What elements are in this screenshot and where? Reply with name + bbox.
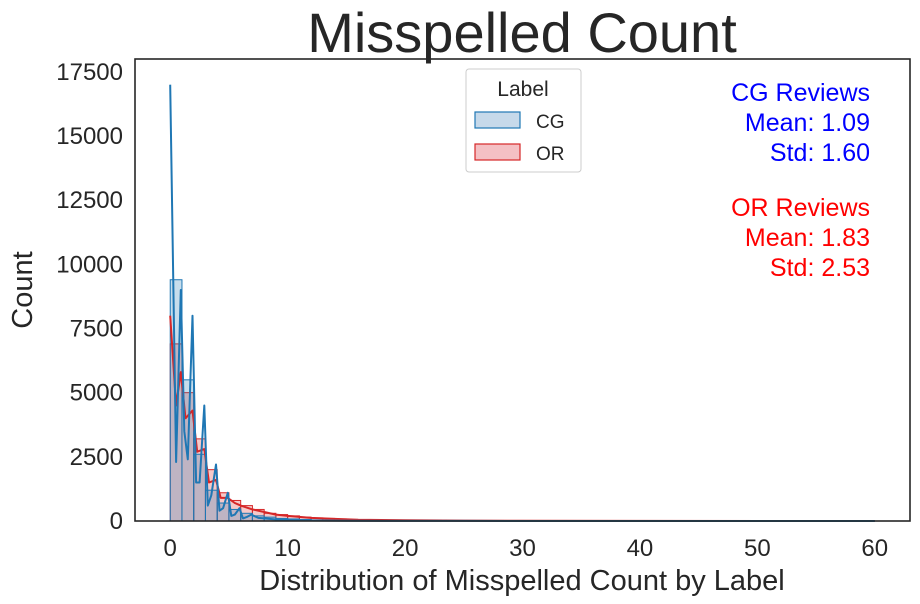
or-stats-annotation: OR Reviews Mean: 1.83 Std: 2.53 <box>731 194 870 282</box>
x-tick-label: 30 <box>509 535 536 562</box>
y-tick-label: 5000 <box>70 380 123 407</box>
cg-stats-std: Std: 1.60 <box>770 139 870 167</box>
cg-stats-mean: Mean: 1.09 <box>745 109 870 137</box>
or-stats-std: Std: 2.53 <box>770 254 870 282</box>
x-axis-label: Distribution of Misspelled Count by Labe… <box>259 565 785 597</box>
x-tick-label: 10 <box>274 535 301 562</box>
y-axis-label: Count <box>7 251 39 328</box>
legend-swatch-cg <box>474 111 521 129</box>
plot-frame <box>134 58 911 522</box>
x-tick-label: 0 <box>164 535 177 562</box>
or-stats-title: OR Reviews <box>731 194 870 222</box>
y-tick-label: 10000 <box>56 251 123 278</box>
x-tick-label: 20 <box>392 535 419 562</box>
legend-swatch-or <box>474 143 521 161</box>
y-tick-label: 15000 <box>56 123 123 150</box>
or-stats-mean: Mean: 1.83 <box>745 224 870 252</box>
legend: Label CG OR <box>465 68 582 173</box>
legend-title: Label <box>497 78 548 101</box>
y-tick-label: 7500 <box>70 316 123 343</box>
legend-label-or: OR <box>536 144 565 165</box>
y-axis-ticks: 0 2500 5000 7500 10000 12500 15000 17500 <box>56 59 123 535</box>
cg-stats-title: CG Reviews <box>731 79 870 107</box>
cg-stats-annotation: CG Reviews Mean: 1.09 Std: 1.60 <box>731 79 870 167</box>
x-axis-ticks: 0 10 20 30 40 50 60 <box>164 535 889 562</box>
x-tick-label: 40 <box>627 535 654 562</box>
legend-label-cg: CG <box>536 112 565 133</box>
x-tick-label: 60 <box>861 535 888 562</box>
y-tick-label: 0 <box>110 508 123 535</box>
chart-title: Misspelled Count <box>307 1 737 64</box>
y-tick-label: 12500 <box>56 187 123 214</box>
y-tick-label: 17500 <box>56 59 123 86</box>
x-tick-label: 50 <box>744 535 771 562</box>
y-tick-label: 2500 <box>70 444 123 471</box>
